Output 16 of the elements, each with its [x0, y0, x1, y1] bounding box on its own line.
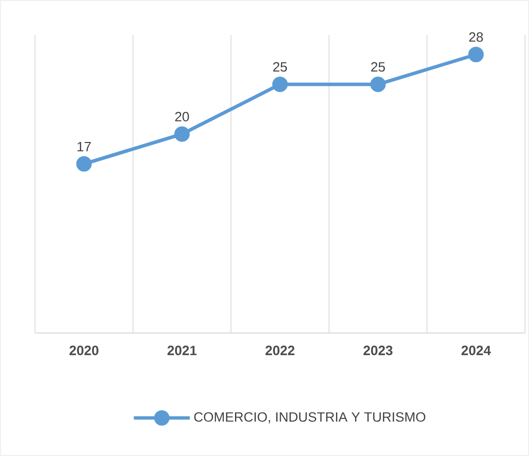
- legend-label: COMERCIO, INDUSTRIA Y TURISMO: [194, 412, 426, 424]
- x-tick-label: 2024: [462, 346, 491, 356]
- x-tick-label: 2022: [266, 346, 294, 356]
- data-label: 17: [78, 142, 91, 152]
- data-label: 28: [469, 32, 483, 42]
- data-label: 20: [175, 112, 189, 122]
- x-tick-label: 2021: [168, 346, 197, 356]
- x-tick-label: 2020: [70, 346, 98, 356]
- point: [272, 76, 288, 92]
- data-label: 25: [273, 62, 287, 72]
- x-tick-label: 2023: [364, 346, 392, 356]
- data-label: 25: [371, 62, 385, 72]
- point: [174, 126, 190, 142]
- point: [468, 46, 484, 62]
- point: [370, 76, 386, 92]
- point: [76, 156, 92, 172]
